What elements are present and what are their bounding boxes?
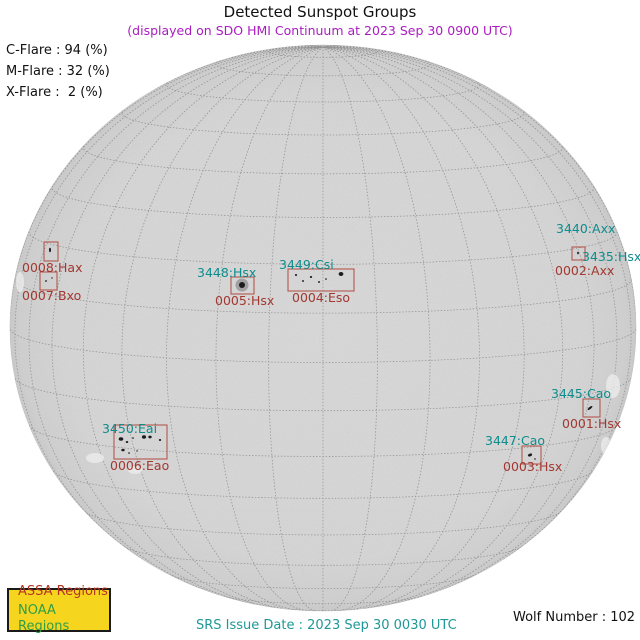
assa-label-0001: 0001:Hsx: [562, 416, 622, 431]
assa-label-0003: 0003:Hsx: [503, 459, 563, 474]
page-subtitle: (displayed on SDO HMI Continuum at 2023 …: [127, 23, 513, 38]
noaa-label-3435: 3435:Hsx: [582, 249, 640, 264]
assa-label-0008: 0008:Hax: [22, 260, 83, 275]
assa-label-0002: 0002:Axx: [555, 263, 615, 278]
sunspot: [49, 247, 51, 253]
sunspot: [577, 251, 579, 255]
region-box-0007: [39, 271, 58, 291]
noaa-label-3449: 3449:Csi: [279, 257, 334, 272]
legend-item-noaa-regions: NOAA Regions: [18, 602, 70, 635]
sunspot: [121, 448, 125, 452]
assa-label-0006: 0006:Eao: [110, 458, 170, 473]
coordinate-grid: [10, 45, 636, 611]
sunspot: [141, 435, 147, 439]
noaa-label-3445: 3445:Cao: [551, 386, 612, 401]
sunspot: [338, 272, 344, 276]
noaa-label-3440: 3440:Axx: [556, 221, 616, 236]
facula-patch: [128, 466, 142, 474]
photosphere-texture: [10, 45, 636, 611]
region-box-3448: [230, 276, 255, 295]
sunspot: [136, 450, 138, 452]
solar-disk: [9, 44, 637, 612]
sunspot: [148, 435, 152, 439]
facula-patch: [16, 272, 24, 292]
sunspot: [51, 277, 53, 279]
assa-label-0007: 0007:Bxo: [22, 288, 82, 303]
srs-issue-date: SRS Issue Date : 2023 Sep 30 0030 UTC: [196, 618, 457, 633]
region-box-3449: [287, 268, 355, 292]
m-flare-probability: M-Flare : 32 (%): [6, 64, 110, 79]
sunspot: [527, 453, 533, 457]
sunspot: [125, 441, 129, 443]
sunspot: [118, 437, 124, 441]
legend-item-assa-regions: ASSA Regions: [18, 583, 108, 599]
region-box-3450: [113, 424, 168, 460]
page-title: Detected Sunspot Groups: [223, 3, 417, 21]
facula-patch: [606, 374, 620, 398]
sunspot: [294, 274, 298, 276]
facula-patch: [601, 437, 611, 455]
sunspot: [309, 276, 313, 278]
region-box-3447: [521, 445, 542, 465]
sunspot: [534, 458, 536, 460]
sunspots: [45, 247, 593, 460]
noaa-label-3450: 3450:Eai: [102, 421, 158, 436]
wolf-number: Wolf Number : 102: [513, 610, 636, 625]
sunspot: [301, 280, 305, 282]
sunspot: [317, 281, 321, 283]
region-box-3445: [582, 398, 601, 418]
sunspot: [239, 282, 245, 288]
sunspot: [587, 405, 593, 411]
sunspot: [128, 452, 130, 454]
region-box-3435: [571, 246, 586, 261]
assa-label-0005: 0005:Hsx: [215, 293, 275, 308]
legend: ASSA Regions NOAA Regions: [7, 584, 111, 634]
sunspot: [45, 280, 47, 282]
noaa-label-3447: 3447:Cao: [485, 433, 546, 448]
assa-label-0004: 0004:Eso: [292, 290, 351, 305]
sunspot: [325, 278, 327, 280]
x-flare-probability: X-Flare : 2 (%): [6, 85, 103, 100]
sunspot: [132, 437, 134, 439]
c-flare-probability: C-Flare : 94 (%): [6, 43, 108, 58]
sunspot: [158, 439, 162, 441]
facula-patch: [86, 453, 104, 463]
noaa-label-3448: 3448:Hsx: [197, 265, 257, 280]
region-boxes: [39, 241, 601, 465]
region-box-0008: [43, 241, 59, 262]
